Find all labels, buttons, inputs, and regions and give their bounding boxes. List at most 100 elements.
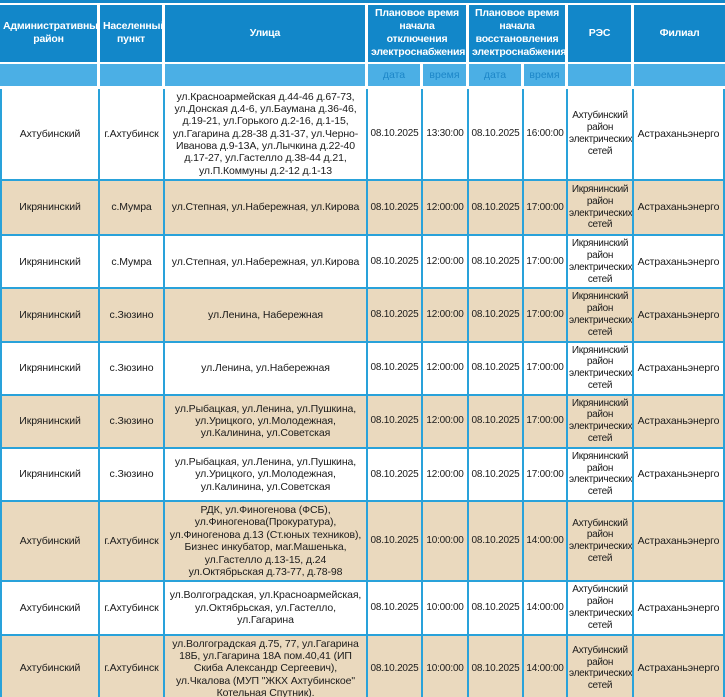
cell-off-time: 10:00:00 xyxy=(423,502,470,583)
cell-settlement: с.Зюзино xyxy=(100,289,165,343)
cell-district: Ахтубинский xyxy=(0,582,100,636)
cell-on-time: 17:00:00 xyxy=(524,289,569,343)
cell-res: Икрянинский район электрических сетей xyxy=(568,181,635,237)
cell-branch: Астраханьэнерго xyxy=(634,395,725,449)
cell-on-date: 08.10.2025 xyxy=(469,236,525,290)
cell-res: Икрянинский район электрических сетей xyxy=(568,236,635,290)
cell-settlement: г.Ахтубинск xyxy=(100,502,165,583)
table-row: Икрянинский с.Зюзино ул.Рыбацкая, ул.Ленин… xyxy=(0,448,725,503)
cell-branch: Астраханьэнерго xyxy=(634,88,725,182)
cell-on-date: 08.10.2025 xyxy=(469,342,525,396)
cell-off-date: 08.10.2025 xyxy=(368,88,423,182)
cell-streets: РДК, ул.Финогенова (ФСБ), ул.Финогенова(… xyxy=(165,502,368,583)
cell-off-time: 12:00:00 xyxy=(423,342,470,396)
subheader-off-time: время xyxy=(423,63,470,89)
cell-off-date: 08.10.2025 xyxy=(368,236,423,290)
subheader-off-date: дата xyxy=(368,63,423,89)
col-header-district: Административный район xyxy=(0,5,100,64)
cell-res: Икрянинский район электрических сетей xyxy=(568,395,635,449)
cell-res: Икрянинский район электрических сетей xyxy=(568,289,635,343)
cell-off-time: 12:00:00 xyxy=(423,181,470,237)
cell-off-time: 12:00:00 xyxy=(423,289,470,343)
cell-on-date: 08.10.2025 xyxy=(469,289,525,343)
cell-on-date: 08.10.2025 xyxy=(469,395,525,449)
cell-on-time: 14:00:00 xyxy=(524,502,569,583)
cell-streets: ул.Волгоградская, ул.Красноармейская, ул… xyxy=(165,582,368,636)
table-row: Икрянинский с.Зюзино ул.Ленина, ул.Набереж… xyxy=(0,342,725,396)
cell-district: Икрянинский xyxy=(0,448,100,503)
subheader-empty xyxy=(568,63,635,89)
cell-res: Ахтубинский район электрических сетей xyxy=(568,582,635,636)
cell-streets: ул.Рыбацкая, ул.Ленина, ул.Пушкина, ул.У… xyxy=(165,395,368,449)
cell-off-date: 08.10.2025 xyxy=(368,181,423,237)
cell-on-date: 08.10.2025 xyxy=(469,582,525,636)
cell-streets: ул.Волгоградская д.75, 77, ул.Гагарина 1… xyxy=(165,635,368,697)
cell-settlement: г.Ахтубинск xyxy=(100,88,165,182)
outage-table: Административный район Населенный пункт … xyxy=(0,5,725,697)
cell-district: Икрянинский xyxy=(0,181,100,237)
col-header-restore-start: Плановое время начала восстановления эле… xyxy=(469,5,569,64)
cell-off-date: 08.10.2025 xyxy=(368,289,423,343)
cell-on-time: 17:00:00 xyxy=(524,181,569,237)
subheader-empty xyxy=(165,63,368,89)
cell-off-date: 08.10.2025 xyxy=(368,582,423,636)
cell-streets: ул.Красноармейская д.44-46 д.67-73, ул.Д… xyxy=(165,88,368,182)
subheader-on-time: время xyxy=(524,63,569,89)
col-header-outage-start: Плановое время начала отключения электро… xyxy=(368,5,470,64)
cell-off-time: 10:00:00 xyxy=(423,582,470,636)
cell-res: Икрянинский район электрических сетей xyxy=(568,342,635,396)
cell-district: Икрянинский xyxy=(0,342,100,396)
cell-branch: Астраханьэнерго xyxy=(634,502,725,583)
cell-settlement: г.Ахтубинск xyxy=(100,635,165,697)
cell-on-date: 08.10.2025 xyxy=(469,502,525,583)
cell-district: Ахтубинский xyxy=(0,88,100,182)
table-row: Ахтубинский г.Ахтубинск ул.Волгоградская, … xyxy=(0,582,725,636)
cell-off-date: 08.10.2025 xyxy=(368,502,423,583)
cell-streets: ул.Степная, ул.Набережная, ул.Кирова xyxy=(165,181,368,237)
cell-settlement: с.Мумра xyxy=(100,181,165,237)
cell-res: Ахтубинский район электрических сетей xyxy=(568,635,635,697)
col-header-res: РЭС xyxy=(568,5,635,64)
cell-branch: Астраханьэнерго xyxy=(634,448,725,503)
cell-district: Икрянинский xyxy=(0,236,100,290)
cell-off-date: 08.10.2025 xyxy=(368,448,423,503)
cell-branch: Астраханьэнерго xyxy=(634,236,725,290)
cell-settlement: с.Зюзино xyxy=(100,395,165,449)
table-row: Ахтубинский г.Ахтубинск РДК, ул.Финогенова… xyxy=(0,502,725,583)
cell-off-date: 08.10.2025 xyxy=(368,635,423,697)
table-header: Административный район Населенный пункт … xyxy=(0,5,725,89)
table-row: Ахтубинский г.Ахтубинск ул.Красноармейская… xyxy=(0,88,725,182)
table-row: Икрянинский с.Зюзино ул.Ленина, Набережная… xyxy=(0,289,725,343)
cell-streets: ул.Ленина, Набережная xyxy=(165,289,368,343)
table-body: Ахтубинский г.Ахтубинск ул.Красноармейская… xyxy=(0,88,725,697)
col-header-street: Улица xyxy=(165,5,368,64)
subheader-empty xyxy=(0,63,100,89)
subheader-on-date: дата xyxy=(469,63,525,89)
cell-off-time: 12:00:00 xyxy=(423,236,470,290)
cell-off-date: 08.10.2025 xyxy=(368,342,423,396)
cell-off-time: 13:30:00 xyxy=(423,88,470,182)
top-accent-bar xyxy=(0,0,725,3)
cell-streets: ул.Ленина, ул.Набережная xyxy=(165,342,368,396)
col-header-branch: Филиал xyxy=(634,5,725,64)
cell-on-date: 08.10.2025 xyxy=(469,88,525,182)
col-header-settlement: Населенный пункт xyxy=(100,5,165,64)
cell-off-time: 12:00:00 xyxy=(423,395,470,449)
table-row: Икрянинский с.Зюзино ул.Рыбацкая, ул.Ленин… xyxy=(0,395,725,449)
table-row: Икрянинский с.Мумра ул.Степная, ул.Набереж… xyxy=(0,236,725,290)
cell-branch: Астраханьэнерго xyxy=(634,582,725,636)
cell-streets: ул.Рыбацкая, ул.Ленина, ул.Пушкина, ул.У… xyxy=(165,448,368,503)
cell-branch: Астраханьэнерго xyxy=(634,342,725,396)
cell-settlement: с.Мумра xyxy=(100,236,165,290)
cell-settlement: с.Зюзино xyxy=(100,342,165,396)
cell-res: Ахтубинский район электрических сетей xyxy=(568,502,635,583)
cell-branch: Астраханьэнерго xyxy=(634,289,725,343)
cell-streets: ул.Степная, ул.Набережная, ул.Кирова xyxy=(165,236,368,290)
cell-res: Икрянинский район электрических сетей xyxy=(568,448,635,503)
cell-district: Икрянинский xyxy=(0,395,100,449)
cell-branch: Астраханьэнерго xyxy=(634,181,725,237)
header-row: Административный район Населенный пункт … xyxy=(0,5,725,64)
cell-on-time: 16:00:00 xyxy=(524,88,569,182)
cell-on-time: 14:00:00 xyxy=(524,635,569,697)
